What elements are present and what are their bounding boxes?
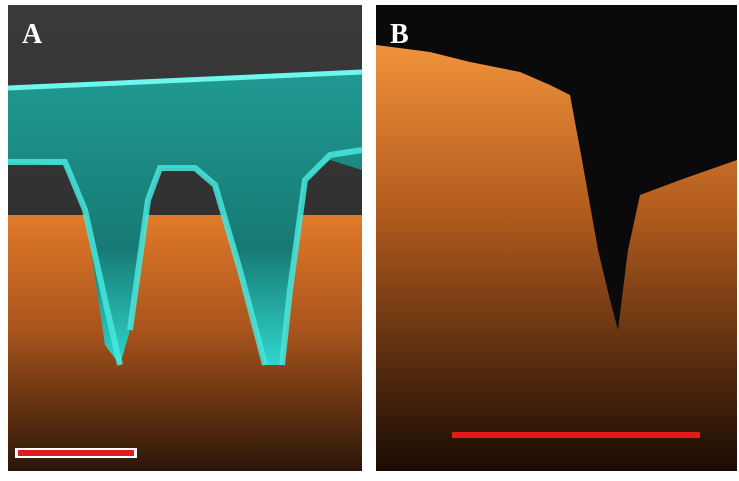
tissue xyxy=(376,45,737,471)
coating xyxy=(8,72,362,365)
scale-bar xyxy=(452,432,700,438)
scale-bar xyxy=(18,450,134,456)
panel-a: A xyxy=(7,5,363,471)
panel-label: A xyxy=(22,19,43,50)
surface-line xyxy=(7,69,363,91)
coating-edge xyxy=(8,147,363,366)
tissue xyxy=(8,215,362,471)
panel-b: B xyxy=(376,5,737,471)
panel-label: B xyxy=(390,19,409,50)
